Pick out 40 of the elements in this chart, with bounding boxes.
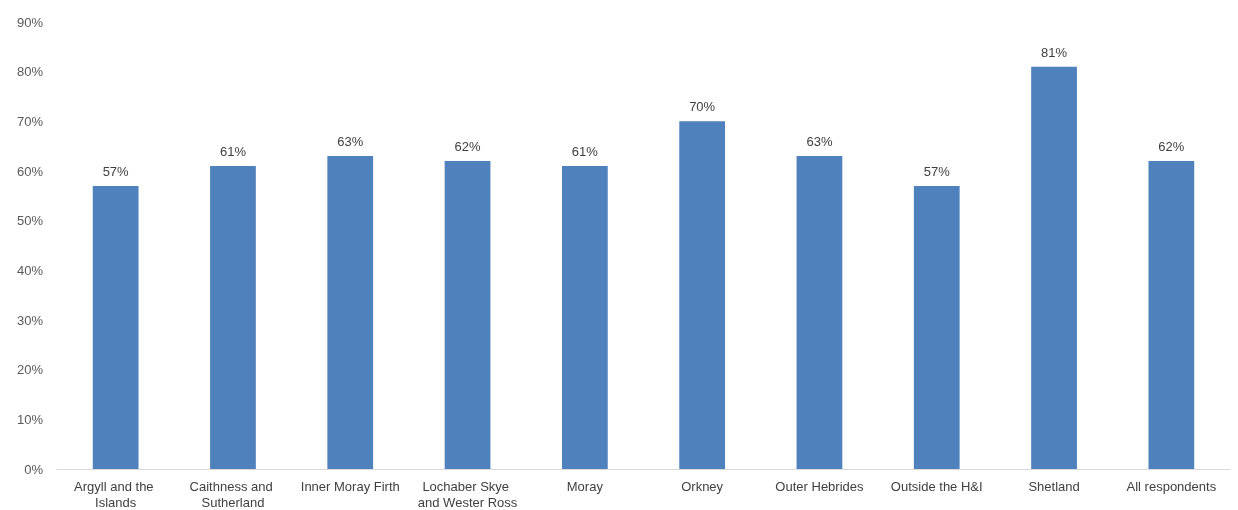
bar xyxy=(327,156,374,469)
data-label: 61% xyxy=(219,144,247,160)
x-tick-label: All respondents xyxy=(1126,478,1217,494)
data-label: 63% xyxy=(337,134,364,150)
x-tick-label: Orkney xyxy=(681,478,724,494)
x-tick-label: Caithness and Sutherland xyxy=(189,478,277,510)
data-label: 62% xyxy=(454,139,481,155)
data-label: 63% xyxy=(806,134,833,150)
y-tick-label: 0% xyxy=(24,461,44,477)
y-tick-label: 60% xyxy=(16,163,44,179)
data-label: 57% xyxy=(102,163,130,179)
data-label: 62% xyxy=(1158,139,1185,155)
x-tick-label: Outside the H&I xyxy=(890,478,983,494)
bar xyxy=(210,166,256,469)
y-tick-label: 50% xyxy=(16,213,44,229)
y-tick-label: 10% xyxy=(16,411,44,427)
x-tick-label: Outer Hebrides xyxy=(775,478,865,494)
y-tick-label: 70% xyxy=(16,113,44,129)
data-label: 61% xyxy=(571,144,599,160)
x-tick-label: Argyll and the Islands xyxy=(74,478,158,510)
data-label: 81% xyxy=(1041,44,1068,60)
x-tick-label: Shetland xyxy=(1028,478,1080,494)
bar xyxy=(444,161,491,469)
bar xyxy=(679,121,726,469)
bar xyxy=(796,156,843,469)
y-tick-label: 30% xyxy=(16,312,44,328)
bar xyxy=(92,185,139,469)
y-tick-label: 80% xyxy=(16,64,44,80)
bar xyxy=(561,166,608,469)
bar xyxy=(1148,161,1195,469)
bar xyxy=(913,185,960,469)
y-tick-label: 20% xyxy=(16,362,44,378)
data-label: 57% xyxy=(923,163,951,179)
x-tick-label: Lochaber Skye and Wester Ross xyxy=(417,478,518,510)
x-tick-label: Inner Moray Firth xyxy=(300,478,400,494)
y-tick-label: 40% xyxy=(16,262,44,278)
y-tick-label: 90% xyxy=(16,14,44,30)
data-label: 70% xyxy=(689,99,716,115)
bar xyxy=(1031,66,1077,469)
x-tick-label: Moray xyxy=(566,478,604,494)
